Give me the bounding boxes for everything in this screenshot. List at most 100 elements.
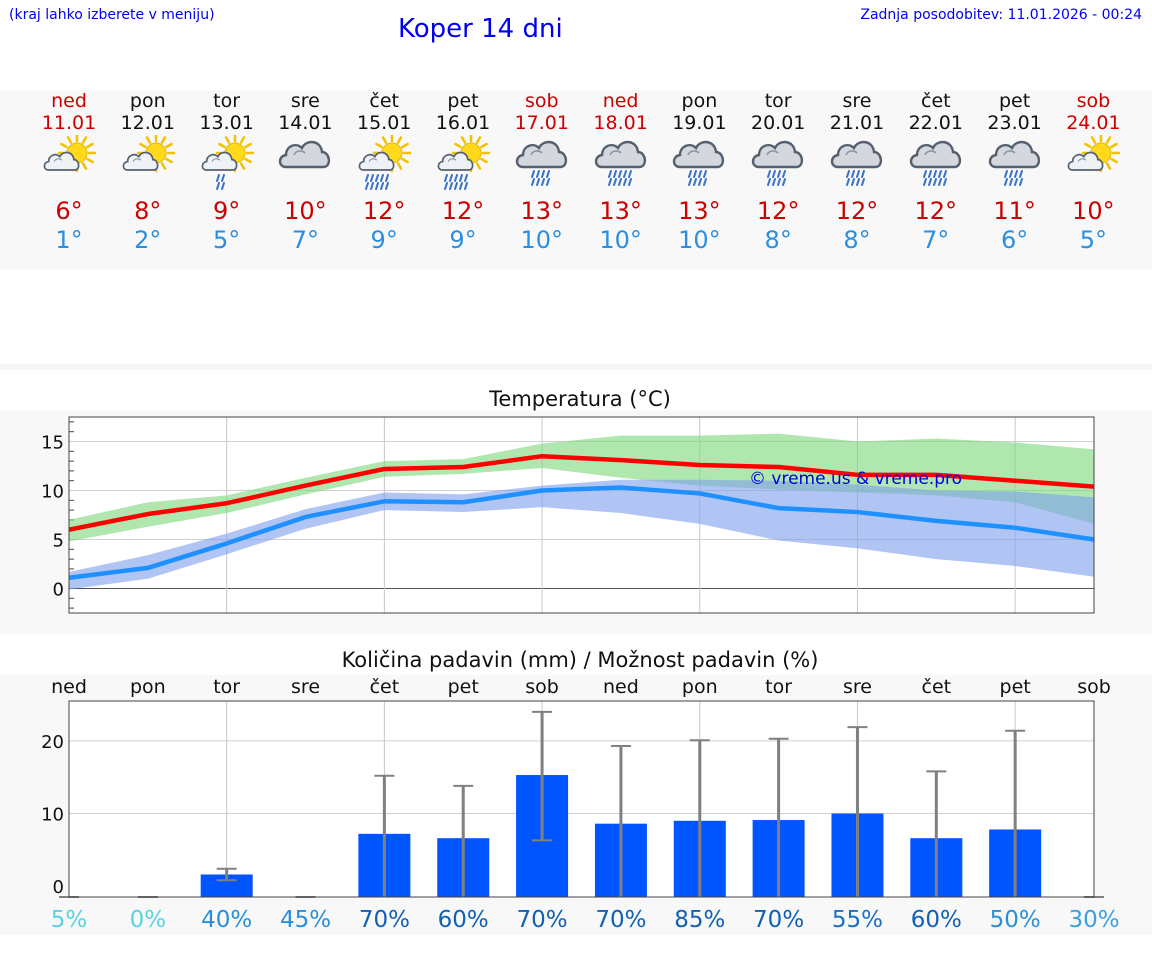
precip-probability: 60% <box>911 907 962 933</box>
day-name: pon <box>129 90 166 112</box>
y-tick-label: 10 <box>41 805 64 826</box>
y-tick-label: 20 <box>41 732 64 753</box>
day-name: sob <box>525 90 559 112</box>
precip-probability: 30% <box>1068 907 1119 933</box>
cloud-rain-icon <box>752 140 804 186</box>
day-date: 21.01 <box>829 112 885 134</box>
day-date: 24.01 <box>1066 112 1121 134</box>
day-label: sre <box>843 676 872 698</box>
day-label: sob <box>525 676 559 698</box>
precip-probability: 70% <box>517 907 568 933</box>
temp-max: 8° <box>134 197 162 225</box>
temp-min: 2° <box>134 226 162 254</box>
temp-min: 7° <box>291 226 320 254</box>
day-forecast: pet 16.01 12° 9° <box>423 90 503 265</box>
day-forecast: pon 19.01 13° 10° <box>659 90 739 265</box>
precip-probability: 70% <box>359 907 410 933</box>
plot-frame <box>68 416 1095 614</box>
precip-probability: 85% <box>674 907 725 933</box>
precip-probability: 0% <box>130 907 167 933</box>
precip-error-bar <box>374 774 395 897</box>
precip-probability: 60% <box>438 907 489 933</box>
day-date: 12.01 <box>120 112 175 134</box>
temp-min: 9° <box>370 226 398 254</box>
day-label: čet <box>370 676 400 698</box>
forecast-panel <box>0 90 1152 270</box>
temp-max: 12° <box>441 197 485 225</box>
precip-probability: 45% <box>280 907 331 933</box>
precip-error-bar <box>453 784 474 897</box>
day-date: 16.01 <box>435 112 491 134</box>
cloud-rain-icon <box>515 140 567 186</box>
temp-max: 6° <box>55 197 83 225</box>
day-name: pet <box>447 90 479 112</box>
sun-cloud-rain-icon <box>201 135 254 190</box>
day-label: pet <box>448 676 479 698</box>
day-forecast: tor 13.01 9° 5° <box>187 90 267 265</box>
temp-min: 10° <box>599 226 642 254</box>
temp-min: 10° <box>678 226 721 254</box>
last-updated: Zadnja posodobitev: 11.01.2026 - 00:24 <box>860 7 1142 23</box>
plot-frame <box>68 700 1095 898</box>
temp-min: 10° <box>520 226 564 254</box>
day-label: tor <box>765 676 792 698</box>
cloud-rain-icon <box>988 140 1040 186</box>
day-forecast: sob 24.01 10° 5° <box>1053 90 1133 265</box>
max-temp-range-band <box>69 433 1094 542</box>
cloud-heavy-rain-icon <box>594 140 646 186</box>
sun-cloud-icon <box>43 135 97 173</box>
day-forecast: ned 18.01 13° 10° <box>581 90 661 265</box>
temp-max: 12° <box>362 197 406 225</box>
y-tick-label: 0 <box>53 580 64 601</box>
day-name: sob <box>1076 90 1111 112</box>
temp-max: 10° <box>284 197 327 225</box>
day-name: ned <box>51 90 87 112</box>
day-label: ned <box>51 676 87 698</box>
cloud-heavy-rain-icon <box>909 140 961 186</box>
precip-probability: 40% <box>201 907 252 933</box>
precip-probability: 70% <box>595 907 646 933</box>
y-tick-label: 15 <box>41 433 64 454</box>
section-divider <box>0 364 1152 370</box>
temp-min: 6° <box>1000 226 1029 254</box>
min-temp-line <box>68 485 1095 580</box>
day-date: 15.01 <box>356 112 412 134</box>
temp-max: 12° <box>835 197 879 225</box>
day-label: tor <box>213 676 240 698</box>
precipitation-chart-title: Količina padavin (mm) / Možnost padavin … <box>341 648 819 672</box>
location-hint: (kraj lahko izberete v meniju) <box>9 7 215 23</box>
sun-cloud-heavy-rain-icon <box>437 135 491 190</box>
temp-min: 8° <box>843 226 871 254</box>
cloud-icon <box>279 140 331 169</box>
precip-probability: 70% <box>753 907 804 933</box>
day-label: sob <box>1077 676 1111 698</box>
day-name: sre <box>842 90 872 112</box>
temp-max: 12° <box>756 197 800 225</box>
precip-error-bar <box>216 867 237 882</box>
day-date: 17.01 <box>514 112 569 134</box>
day-name: pet <box>998 90 1031 112</box>
temp-max: 10° <box>1072 197 1115 225</box>
temp-max: 13° <box>599 197 642 225</box>
sun-cloud-heavy-rain-icon <box>358 135 412 190</box>
day-date: 22.01 <box>908 112 963 134</box>
precip-error-bar <box>689 739 710 897</box>
day-date: 14.01 <box>278 112 333 134</box>
cloud-rain-icon <box>830 140 883 186</box>
y-tick-label: 0 <box>53 877 64 898</box>
temp-max: 11° <box>993 197 1036 225</box>
y-tick-label: 5 <box>53 531 64 552</box>
day-date: 19.01 <box>672 112 727 134</box>
precip-error-bar <box>926 770 947 897</box>
temp-min: 9° <box>449 226 477 254</box>
day-forecast: čet 15.01 12° 9° <box>344 90 424 265</box>
temp-max: 13° <box>520 197 564 225</box>
day-label: pon <box>682 676 718 698</box>
temp-min: 8° <box>764 226 792 254</box>
day-forecast: sre 21.01 12° 8° <box>817 90 897 265</box>
day-forecast: sob 17.01 13° 10° <box>502 90 582 265</box>
watermark: © vreme.us & vreme.pro <box>749 469 962 489</box>
precip-error-bar <box>532 710 553 842</box>
day-label: sre <box>291 676 320 698</box>
